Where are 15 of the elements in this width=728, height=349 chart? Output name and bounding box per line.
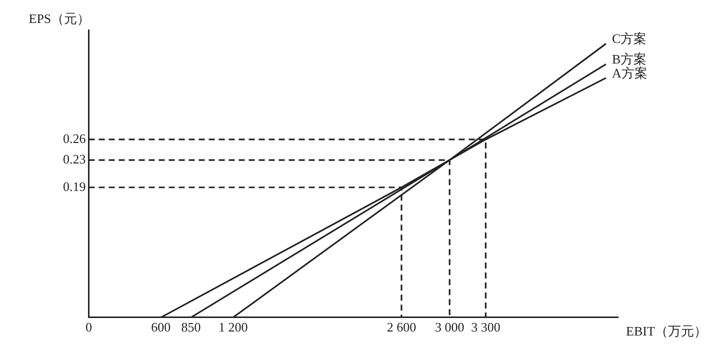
x-tick-label: 850	[181, 320, 201, 335]
x-tick-label: 0	[86, 320, 92, 335]
x-tick-label: 3 300	[471, 320, 500, 335]
x-tick-label: 1 200	[218, 320, 248, 335]
series-label: B方案	[612, 52, 647, 67]
y-tick-label: 0.26	[63, 130, 86, 146]
x-tick-label: 3 000	[434, 320, 464, 335]
x-tick-label: 2 600	[386, 320, 416, 335]
series-label: A方案	[612, 65, 648, 80]
y-tick-label: 0.23	[63, 151, 86, 166]
y-tick-label: 0.19	[63, 178, 86, 194]
x-axis-title: EBIT（万元）	[626, 323, 707, 338]
series-label: C方案	[612, 31, 647, 46]
y-axis-title: EPS（元）	[28, 10, 90, 26]
x-tick-label: 600	[151, 320, 171, 335]
